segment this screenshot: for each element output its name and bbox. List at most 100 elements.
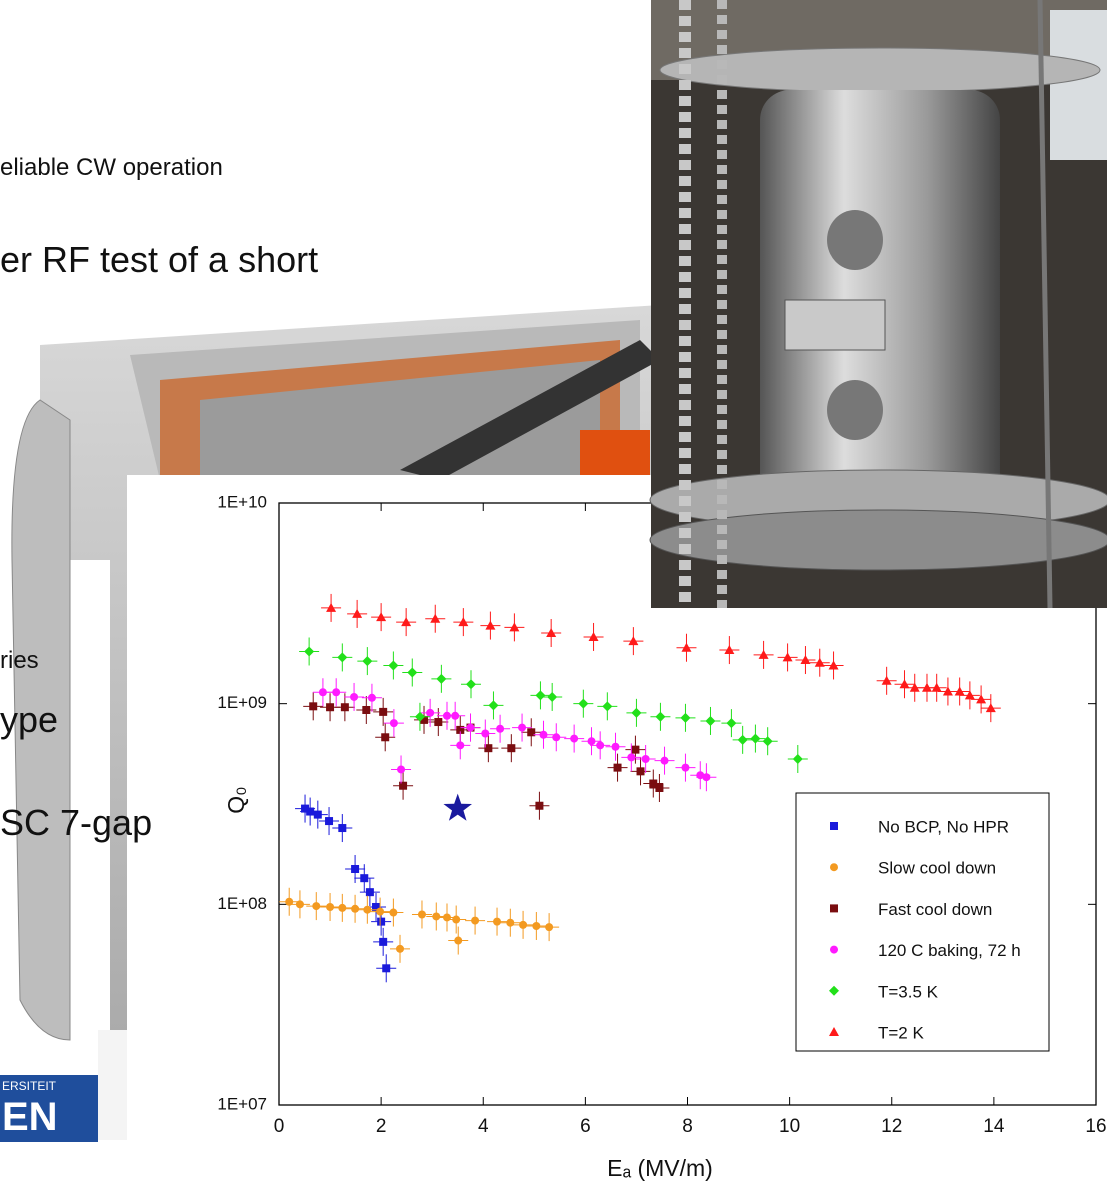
- point: [535, 690, 546, 701]
- point: [360, 874, 369, 883]
- point: [509, 622, 520, 632]
- point: [954, 686, 965, 696]
- point: [527, 728, 536, 737]
- legend-label: Fast cool down: [878, 900, 992, 919]
- point: [377, 917, 386, 926]
- point: [337, 652, 348, 663]
- point: [532, 921, 541, 930]
- point: [613, 763, 622, 772]
- legend-label: Slow cool down: [878, 859, 996, 878]
- point: [552, 733, 561, 742]
- point: [407, 667, 418, 678]
- legend-swatch: [830, 945, 838, 954]
- point: [705, 715, 716, 726]
- point: [362, 656, 373, 667]
- point: [350, 692, 359, 701]
- point: [351, 864, 360, 873]
- legend-label: No BCP, No HPR: [878, 817, 1009, 836]
- point: [465, 679, 476, 690]
- legend-label: T=3.5 K: [878, 982, 939, 1001]
- x-tick-label: 12: [881, 1116, 902, 1137]
- point: [655, 711, 666, 722]
- point: [436, 673, 447, 684]
- point: [372, 902, 381, 911]
- point: [401, 617, 412, 627]
- point: [434, 718, 443, 727]
- point: [762, 736, 773, 747]
- point: [545, 923, 554, 932]
- point: [379, 937, 388, 946]
- x-axis-label: Eₐ (MV/m): [607, 1155, 713, 1181]
- x-tick-label: 16: [1085, 1116, 1106, 1137]
- point: [379, 707, 388, 716]
- x-tick-label: 6: [580, 1116, 591, 1137]
- point: [309, 702, 318, 711]
- legend-swatch: [829, 1027, 839, 1036]
- point: [535, 801, 544, 810]
- bullet: ries: [0, 647, 39, 674]
- point: [942, 686, 953, 696]
- point: [724, 645, 735, 655]
- point: [396, 944, 405, 953]
- point: [488, 700, 499, 711]
- point: [649, 779, 658, 788]
- point: [909, 682, 920, 692]
- point: [382, 964, 391, 973]
- point: [737, 734, 748, 745]
- point: [636, 767, 645, 776]
- point: [389, 719, 398, 728]
- point: [985, 703, 996, 713]
- point: [828, 660, 839, 670]
- legend-label: 120 C baking, 72 h: [878, 941, 1021, 960]
- point: [493, 917, 502, 926]
- point: [304, 646, 315, 657]
- x-tick-label: 0: [274, 1116, 285, 1137]
- point: [507, 744, 516, 753]
- point: [800, 655, 811, 665]
- point: [338, 824, 347, 833]
- x-tick-label: 4: [478, 1116, 489, 1137]
- point: [570, 734, 579, 743]
- point: [899, 679, 910, 689]
- point: [519, 920, 528, 929]
- point: [426, 708, 435, 717]
- series: [299, 637, 808, 773]
- point: [660, 756, 669, 765]
- logo-text: EN: [2, 1095, 58, 1139]
- point: [547, 691, 558, 702]
- point: [588, 631, 599, 641]
- point: [611, 742, 620, 751]
- point: [578, 698, 589, 709]
- point: [362, 705, 371, 714]
- bullet: er RF test of a short: [0, 239, 318, 280]
- point: [726, 718, 737, 729]
- point: [326, 703, 335, 712]
- y-axis-label: Q₀: [223, 786, 249, 813]
- point: [641, 754, 650, 763]
- series: [295, 794, 397, 983]
- logo-text: ERSITEIT: [2, 1079, 57, 1093]
- point: [442, 913, 451, 922]
- point: [456, 725, 465, 734]
- series: [279, 887, 560, 963]
- point: [367, 693, 376, 702]
- point: [326, 602, 337, 612]
- point: [466, 723, 475, 732]
- logo: ERSITEIT EN: [0, 1075, 98, 1142]
- point: [471, 916, 480, 925]
- point: [285, 897, 294, 906]
- point: [365, 888, 374, 897]
- point: [881, 675, 892, 685]
- point: [432, 912, 441, 921]
- y-tick-label: 1E+07: [217, 1094, 267, 1113]
- point: [458, 617, 469, 627]
- point: [454, 936, 463, 945]
- point: [313, 810, 322, 819]
- point: [976, 694, 987, 704]
- point: [506, 918, 515, 927]
- point: [655, 783, 664, 792]
- point: [496, 724, 505, 733]
- point: [814, 657, 825, 667]
- point: [312, 902, 321, 911]
- point: [964, 690, 975, 700]
